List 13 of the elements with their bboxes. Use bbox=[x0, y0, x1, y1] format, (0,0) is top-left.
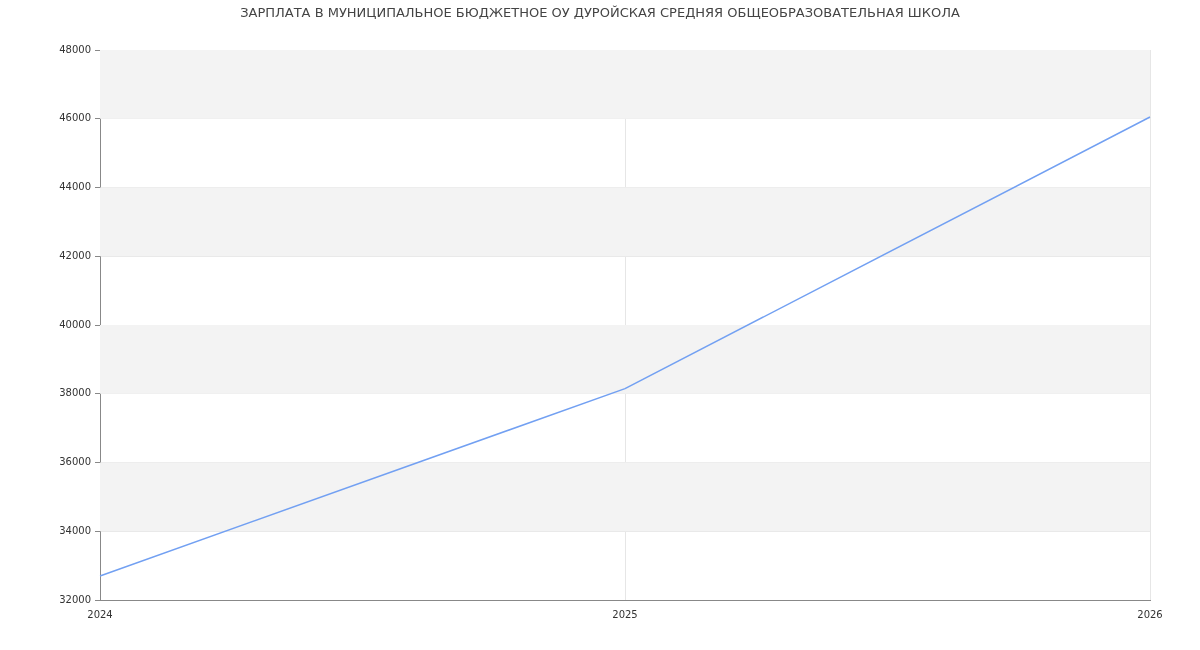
y-tick-label: 48000 bbox=[59, 43, 91, 55]
x-tick-label: 2025 bbox=[612, 608, 638, 620]
y-tick-label: 34000 bbox=[59, 524, 91, 536]
x-tick-label: 2024 bbox=[87, 608, 113, 620]
y-tick-label: 38000 bbox=[59, 387, 91, 399]
x-tick-label: 2026 bbox=[1137, 608, 1163, 620]
chart-title: ЗАРПЛАТА В МУНИЦИПАЛЬНОЕ БЮДЖЕТНОЕ ОУ ДУРОЙСКАЯ СРЕДНЯЯ ОБЩЕОБРАЗОВАТЕЛЬНАЯ ШКОЛА bbox=[240, 5, 960, 21]
y-tick-label: 40000 bbox=[59, 318, 91, 330]
y-tick-label: 36000 bbox=[59, 456, 91, 468]
y-tick-label: 32000 bbox=[59, 593, 91, 605]
y-tick-label: 44000 bbox=[59, 181, 91, 193]
y-tick-label: 46000 bbox=[59, 112, 91, 124]
y-tick-label: 42000 bbox=[59, 249, 91, 261]
